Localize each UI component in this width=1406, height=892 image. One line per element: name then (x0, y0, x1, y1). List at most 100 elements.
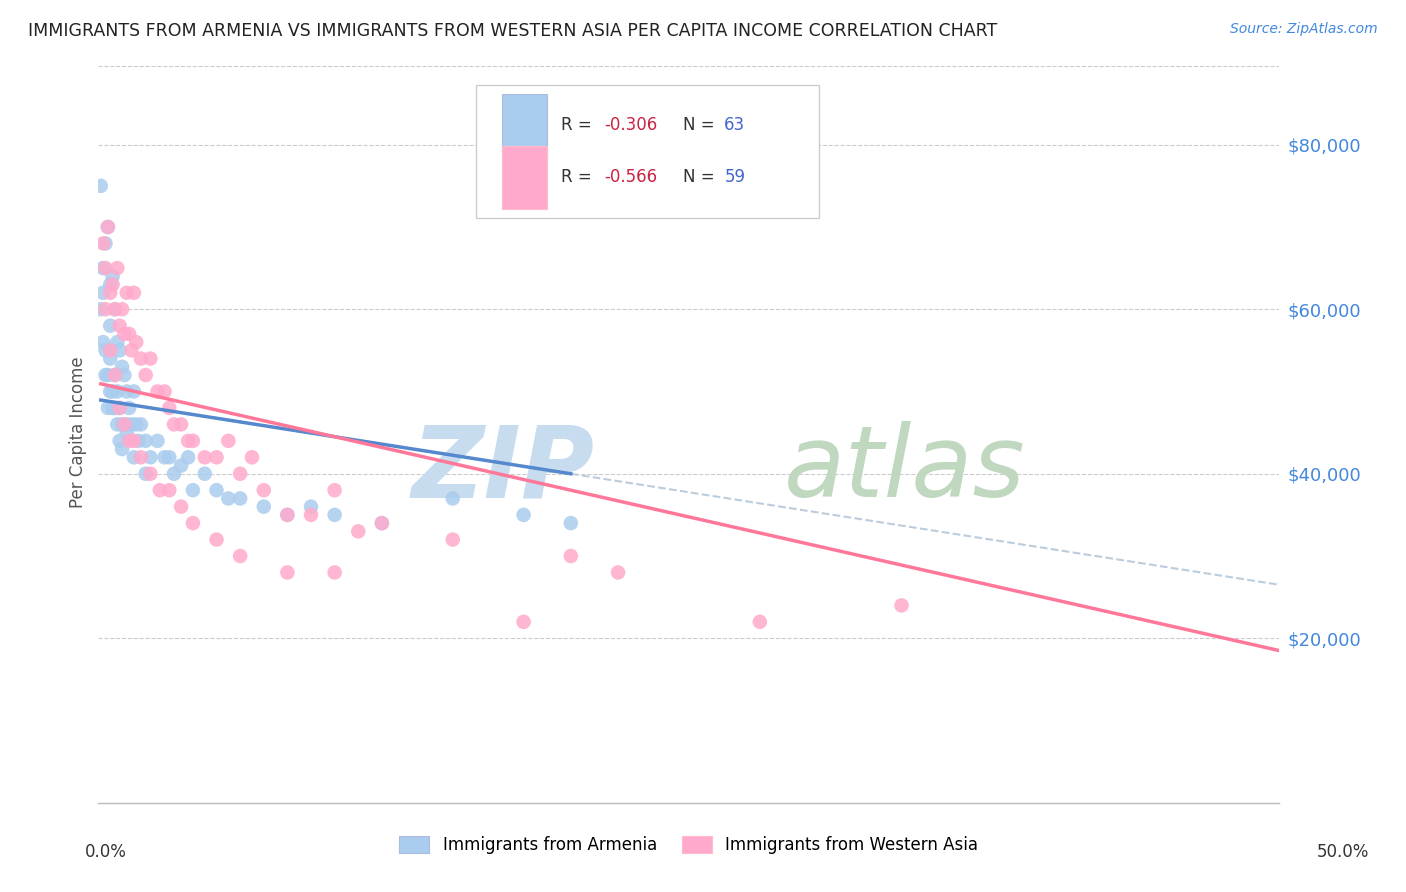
Point (104, 401, 127, 415)
Point (146, 384, 169, 399)
Point (129, 450, 152, 465)
Point (146, 434, 169, 448)
Point (323, 483, 346, 498)
Point (217, 434, 239, 448)
Point (240, 450, 263, 465)
Point (129, 351, 152, 366)
Point (129, 417, 152, 432)
Point (371, 516, 394, 530)
Point (98, 384, 121, 399)
Point (890, 599, 912, 613)
Bar (502, 94, 547, 157)
Point (97, 401, 120, 415)
Point (104, 368, 127, 382)
Point (105, 417, 128, 432)
Point (276, 566, 298, 580)
Point (111, 442, 134, 456)
Point (560, 549, 582, 563)
Text: 50.0%: 50.0% (1316, 843, 1369, 861)
Point (104, 368, 127, 382)
Text: R =: R = (561, 116, 598, 134)
Point (153, 384, 176, 399)
Point (94, 368, 117, 382)
Point (229, 549, 252, 563)
Point (91, 335, 114, 350)
Point (347, 524, 370, 539)
Point (157, 401, 180, 415)
Point (94, 236, 117, 251)
Point (170, 500, 193, 514)
Point (122, 450, 145, 465)
Point (98, 318, 121, 333)
Text: 63: 63 (724, 116, 745, 134)
Point (97, 219, 120, 234)
Point (157, 450, 180, 465)
Point (181, 516, 204, 530)
Point (105, 384, 128, 399)
Legend: Immigrants from Armenia, Immigrants from Western Asia: Immigrants from Armenia, Immigrants from… (392, 830, 986, 861)
Point (115, 417, 138, 432)
Point (253, 483, 276, 498)
Point (217, 491, 239, 506)
Point (112, 417, 135, 432)
Point (122, 384, 145, 399)
Point (111, 302, 134, 317)
Point (181, 483, 204, 498)
Point (91, 261, 114, 276)
Point (157, 483, 180, 498)
Point (139, 351, 162, 366)
Point (91, 285, 114, 300)
Point (94, 261, 117, 276)
Point (441, 491, 464, 506)
Point (118, 401, 141, 415)
Point (276, 508, 298, 522)
Point (112, 368, 135, 382)
Point (512, 508, 534, 522)
Point (177, 450, 200, 465)
Point (229, 467, 252, 481)
Point (139, 467, 162, 481)
Point (97, 368, 120, 382)
Point (101, 277, 124, 292)
Point (101, 401, 124, 415)
Point (118, 326, 141, 341)
Point (115, 285, 138, 300)
Point (98, 343, 121, 358)
Bar (502, 146, 547, 209)
Point (121, 417, 143, 432)
Text: N =: N = (683, 169, 720, 186)
Text: atlas: atlas (783, 421, 1025, 518)
Point (229, 491, 252, 506)
Point (94, 343, 117, 358)
Text: -0.306: -0.306 (605, 116, 657, 134)
Point (112, 326, 135, 341)
Point (177, 434, 200, 448)
Point (135, 368, 157, 382)
Point (122, 285, 145, 300)
Point (125, 417, 148, 432)
Point (94, 302, 117, 317)
Point (122, 434, 145, 448)
Text: IMMIGRANTS FROM ARMENIA VS IMMIGRANTS FROM WESTERN ASIA PER CAPITA INCOME CORREL: IMMIGRANTS FROM ARMENIA VS IMMIGRANTS FR… (28, 22, 997, 40)
Point (108, 401, 131, 415)
Point (323, 508, 346, 522)
Point (205, 533, 228, 547)
Y-axis label: Per Capita Income: Per Capita Income (69, 357, 87, 508)
Point (105, 261, 128, 276)
Point (115, 425, 138, 440)
Point (139, 450, 162, 465)
Point (135, 467, 157, 481)
Point (205, 450, 228, 465)
Point (128, 434, 150, 448)
Point (105, 335, 128, 350)
Point (108, 318, 131, 333)
Text: N =: N = (683, 116, 720, 134)
Point (441, 533, 464, 547)
Point (101, 269, 124, 284)
Point (181, 434, 204, 448)
Point (153, 450, 176, 465)
Point (371, 516, 394, 530)
Point (323, 566, 346, 580)
Point (125, 335, 148, 350)
Point (163, 467, 186, 481)
